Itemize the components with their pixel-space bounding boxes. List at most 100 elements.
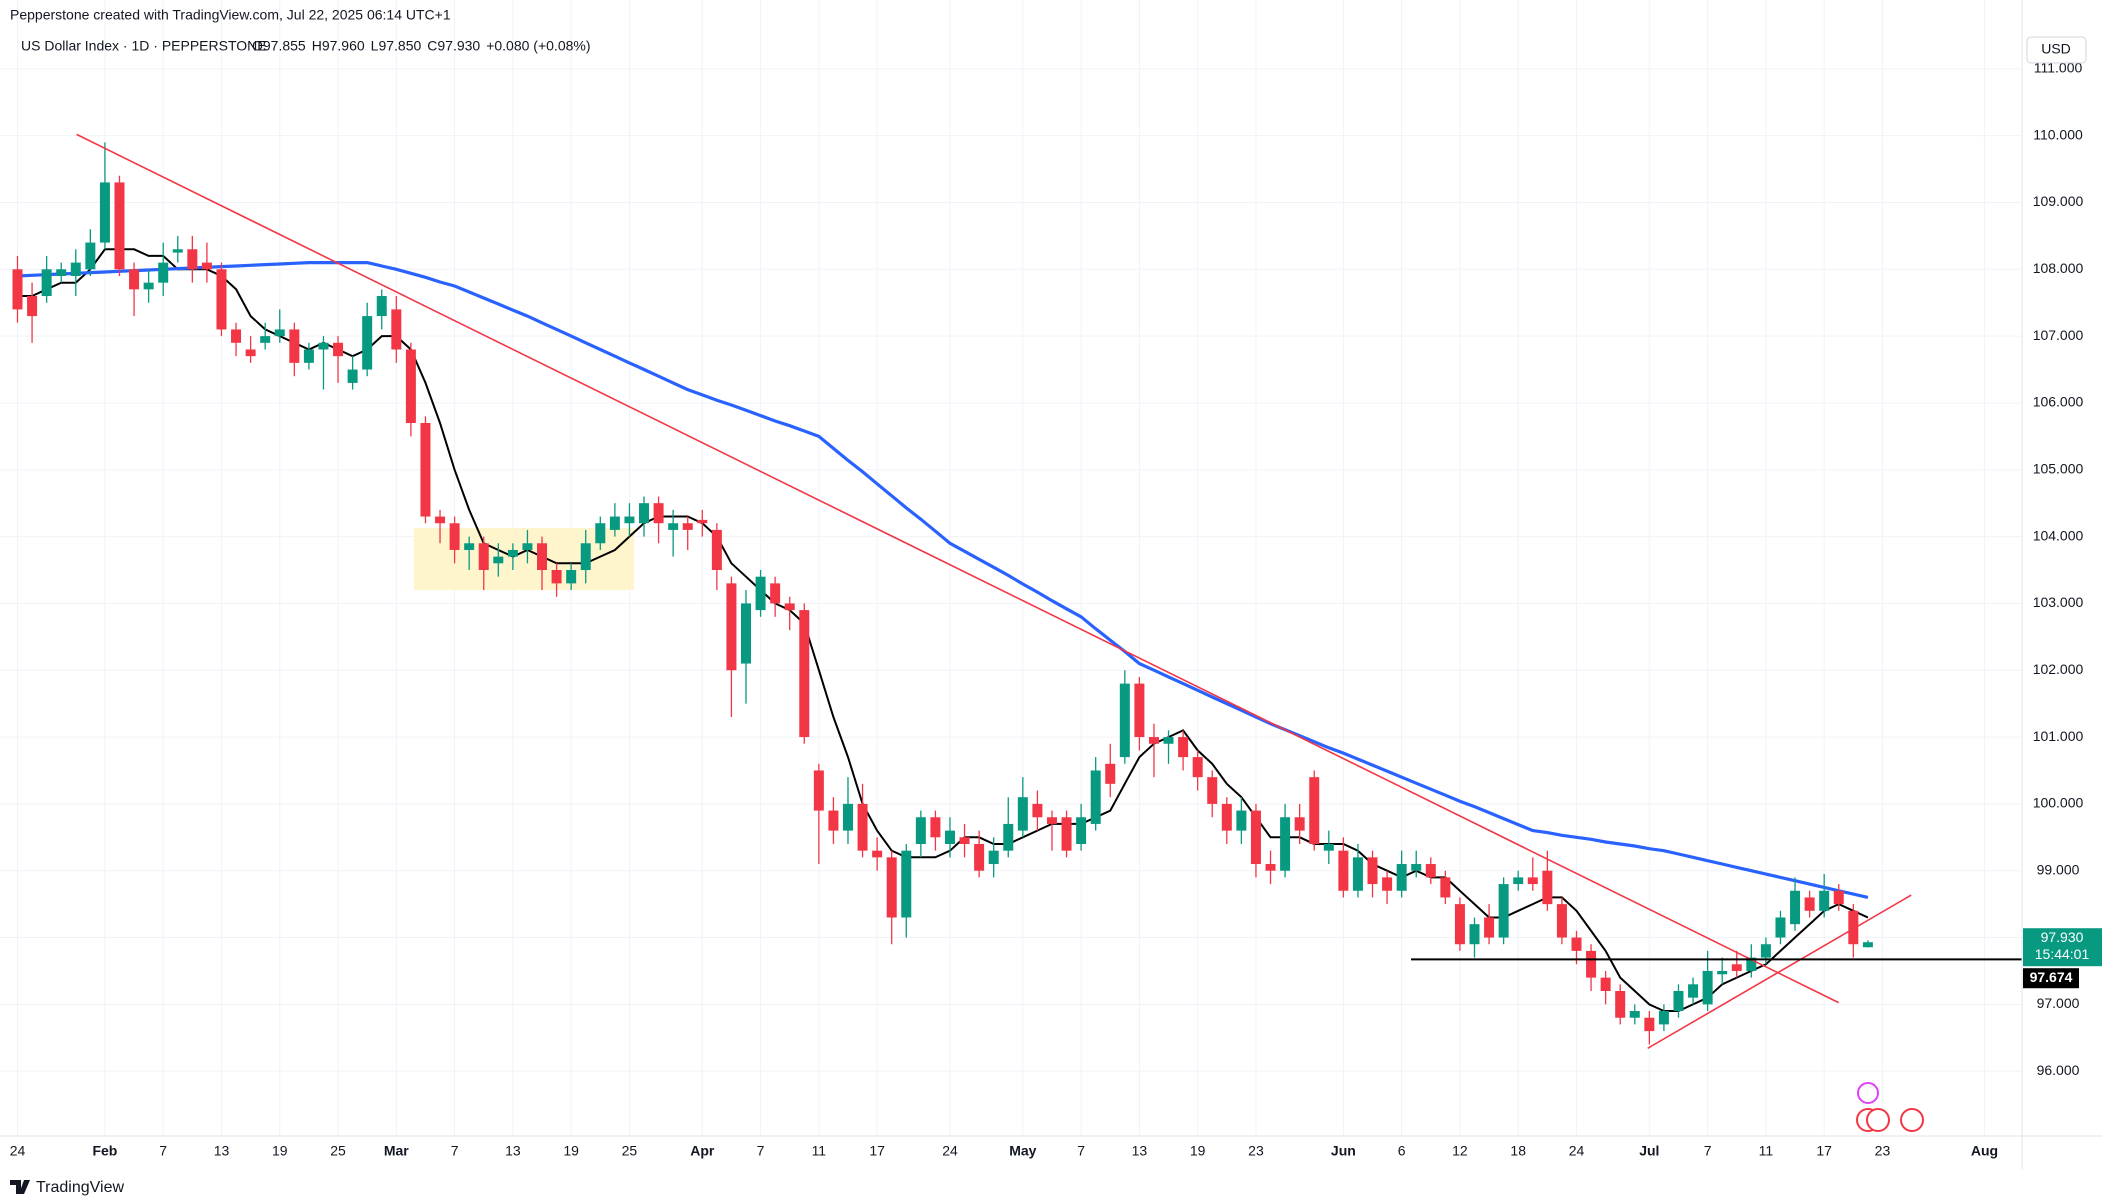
candle-body bbox=[653, 503, 664, 524]
y-tick-label: 100.000 bbox=[2033, 795, 2084, 811]
candle-body bbox=[1702, 970, 1713, 1005]
candle-body bbox=[362, 316, 373, 370]
last-price-tag bbox=[2023, 928, 2102, 967]
y-tick-label: 103.000 bbox=[2033, 594, 2084, 610]
y-tick-label: 96.000 bbox=[2037, 1062, 2080, 1078]
candle-body bbox=[609, 516, 620, 530]
candle-body bbox=[944, 830, 955, 844]
candle-body bbox=[1688, 984, 1699, 998]
candle-body bbox=[784, 603, 795, 611]
candle-body bbox=[158, 262, 169, 283]
candle-body bbox=[56, 269, 67, 276]
candle-body bbox=[1454, 904, 1465, 945]
candle-body bbox=[1382, 877, 1393, 891]
ohlc-value: O97.855 bbox=[252, 38, 306, 54]
candle-body bbox=[1163, 737, 1174, 744]
candle-body bbox=[1294, 817, 1305, 831]
y-tick-label: 111.000 bbox=[2034, 60, 2083, 76]
candle-body bbox=[1775, 917, 1786, 938]
x-tick-label: 24 bbox=[1569, 1143, 1585, 1159]
candle-body bbox=[1148, 737, 1159, 744]
candle-body bbox=[129, 269, 140, 290]
x-tick-label: 19 bbox=[563, 1143, 579, 1159]
candle-body bbox=[1644, 1017, 1655, 1032]
candle-body bbox=[1498, 884, 1509, 938]
candle-body bbox=[99, 182, 110, 243]
candle-body bbox=[347, 369, 358, 383]
candle-body bbox=[537, 543, 548, 571]
candle-body bbox=[507, 549, 518, 557]
x-tick-label: Apr bbox=[690, 1143, 715, 1159]
currency[interactable]: USD bbox=[2041, 41, 2071, 57]
x-tick-label: 24 bbox=[10, 1143, 26, 1159]
candle-body bbox=[1469, 924, 1480, 945]
x-tick-label: 13 bbox=[1132, 1143, 1148, 1159]
candle-body bbox=[1178, 737, 1189, 758]
candle-body bbox=[1265, 864, 1276, 871]
candle-body bbox=[201, 262, 212, 270]
y-tick-label: 105.000 bbox=[2033, 460, 2084, 476]
x-tick-label: 18 bbox=[1510, 1143, 1526, 1159]
x-tick-label: 7 bbox=[1077, 1143, 1085, 1159]
x-tick-label: Aug bbox=[1971, 1143, 1998, 1159]
candle-body bbox=[85, 242, 96, 270]
candle-body bbox=[333, 342, 344, 357]
candle-body bbox=[27, 296, 38, 317]
candle-body bbox=[1119, 683, 1130, 758]
candle-body bbox=[1804, 897, 1815, 911]
candle-body bbox=[988, 850, 999, 865]
ma-line bbox=[17, 248, 1869, 1012]
candle-body bbox=[1425, 864, 1436, 878]
x-tick-label: 17 bbox=[1816, 1143, 1832, 1159]
candle-body bbox=[1338, 850, 1349, 891]
ohlc-value: L97.850 bbox=[371, 38, 422, 54]
candle-body bbox=[1134, 683, 1145, 738]
candle-body bbox=[172, 249, 183, 253]
x-tick-label: 6 bbox=[1398, 1143, 1406, 1159]
last-price: 97.930 bbox=[2041, 929, 2084, 945]
x-tick-label: Mar bbox=[384, 1143, 409, 1159]
candle-body bbox=[886, 857, 897, 918]
candle-body bbox=[1819, 890, 1830, 911]
candle-body bbox=[1615, 990, 1626, 1018]
x-tick-label: 23 bbox=[1875, 1143, 1891, 1159]
candle-body bbox=[1717, 970, 1728, 975]
x-tick-label: 11 bbox=[1759, 1143, 1774, 1159]
marks-layer bbox=[12, 142, 1873, 1045]
candle-body bbox=[12, 269, 23, 310]
candle-body bbox=[1076, 817, 1087, 844]
event-icons bbox=[1856, 1082, 1924, 1132]
candle-body bbox=[1105, 763, 1116, 784]
x-tick-label: May bbox=[1009, 1143, 1036, 1159]
y-tick-label: 108.000 bbox=[2033, 260, 2084, 276]
candle-body bbox=[1207, 777, 1218, 804]
trend-line bbox=[76, 133, 1839, 1004]
candle-body bbox=[1673, 990, 1684, 1012]
currency-button[interactable] bbox=[2026, 36, 2087, 64]
candle-body bbox=[318, 342, 329, 350]
candle-body bbox=[1280, 817, 1291, 871]
x-tick-label: 19 bbox=[1190, 1143, 1206, 1159]
candle-body bbox=[770, 583, 781, 604]
candle-body bbox=[464, 543, 475, 550]
y-tick-label: 107.000 bbox=[2033, 327, 2084, 343]
candle-body bbox=[624, 516, 635, 524]
candle-body bbox=[813, 770, 824, 811]
candle-body bbox=[915, 817, 926, 844]
y-tick-label: 99.000 bbox=[2037, 861, 2080, 877]
candle-body bbox=[435, 516, 446, 524]
candle-body bbox=[1629, 1011, 1640, 1018]
candle-body bbox=[1411, 864, 1422, 871]
candle-body bbox=[405, 349, 416, 423]
y-tick-label: 97.000 bbox=[2037, 995, 2080, 1011]
candle-body bbox=[682, 523, 693, 530]
candle-body bbox=[260, 336, 271, 343]
y-tick-label: 101.000 bbox=[2033, 728, 2084, 744]
brand: TradingView bbox=[36, 1179, 124, 1196]
candle-body bbox=[930, 817, 941, 838]
ma-line bbox=[17, 261, 1869, 899]
candle-body bbox=[187, 249, 198, 270]
candle-body bbox=[1848, 910, 1859, 945]
x-tick-label: 13 bbox=[505, 1143, 521, 1159]
